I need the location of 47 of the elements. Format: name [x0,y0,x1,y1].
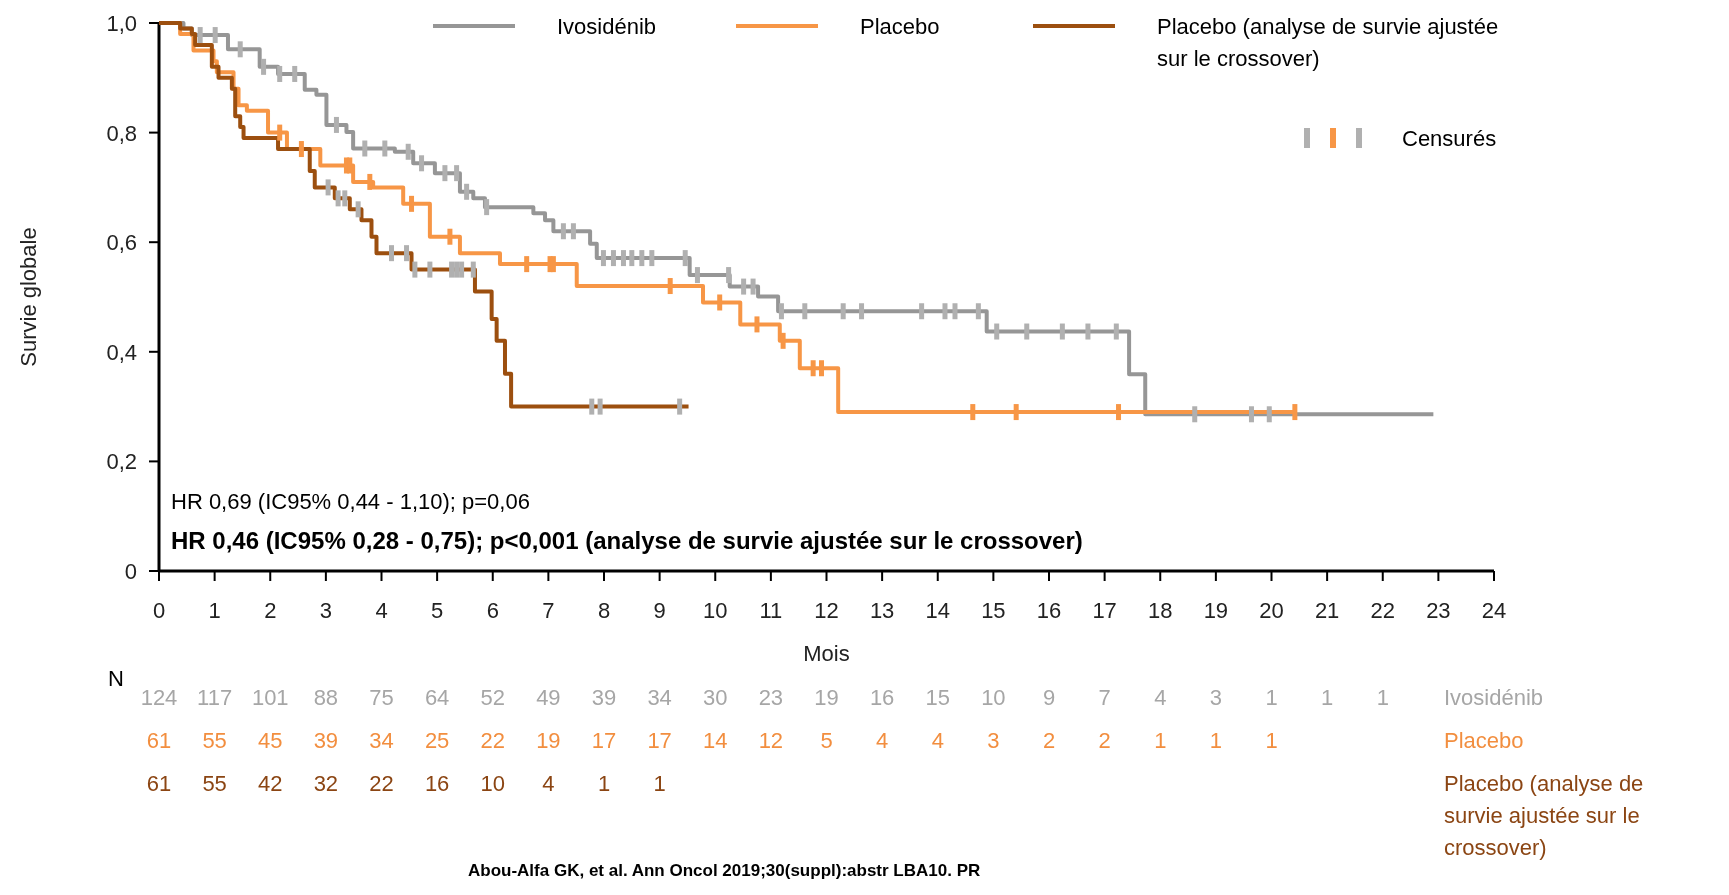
text: Ivosidénib [1444,685,1544,710]
legend-label: Placebo (analyse de survie ajustée sur le crossover) [1157,14,1499,71]
y-tick-label: 0,8 [106,120,137,146]
x-axis-title: Mois [803,641,850,666]
x-tick-label: 22 [1370,598,1395,623]
text: 124 117 101 88 75 64 52 49 39 34 30 23 19 16 15 10 9 7 4 3 1 1 1 [140,685,1389,710]
x-tick-label: 0 [152,598,166,623]
x-tick-label: 9 [653,598,666,623]
annotation: HR 0,69 (IC95% 0,44 - 1,10); p=0,06 [171,489,530,514]
legend-label: Placebo [860,14,940,39]
x-tick-label: 8 [597,598,611,623]
text: Placebo (analyse de survie ajustée sur le crossover) [1444,771,1644,860]
x-tick-label: 2 [264,598,277,623]
annotation: HR 0,46 (IC95% 0,28 - 0,75); p<0,001 (analyse de survie ajustée sur le crossover) [171,527,1083,554]
x-tick-label: 13 [869,598,895,623]
legend-label: Ivosidénib [557,14,657,39]
text: Placebo [1444,728,1524,753]
x-tick-label: 4 [375,598,388,623]
x-tick-label: 6 [486,598,499,623]
x-tick-label: 14 [925,598,950,623]
x-tick-label: 23 [1426,598,1451,623]
text: 61 55 42 32 22 16 10 4 1 1 [146,771,666,796]
text: Abou-Alfa GK, et al. Ann Oncol 2019;30(suppl):abstr LBA10. PR [468,861,981,880]
y-tick-label: 0 [124,559,137,584]
text: 61 55 45 39 34 25 22 19 17 17 14 12 5 4 4 3 2 2 1 1 1 [146,728,1278,753]
y-tick-label: 0,6 [106,230,137,256]
x-tick-label: 19 [1203,598,1229,623]
x-tick-label: 17 [1092,598,1117,623]
x-tick-label: 15 [981,598,1006,623]
y-tick-label: 1,0 [106,11,137,36]
x-tick-label: 18 [1148,598,1173,623]
x-tick-label: 21 [1314,598,1340,623]
y-tick-label: 0,4 [106,339,137,365]
x-tick-label: 7 [542,598,555,623]
x-tick-label: 1 [208,598,221,623]
y-tick-label: 0,2 [106,449,137,475]
x-tick-label: 11 [759,598,783,623]
y-axis-title: Survie globale [16,227,41,367]
x-tick-label: 12 [814,598,839,623]
legend-label: Censurés [1402,126,1497,151]
x-tick-label: 5 [431,598,444,623]
x-tick-label: 3 [319,598,332,623]
x-tick-label: 16 [1036,598,1062,623]
text: N [108,666,124,691]
x-tick-label: 10 [703,598,728,623]
x-tick-label: 20 [1259,598,1284,623]
x-tick-label: 24 [1481,598,1507,623]
